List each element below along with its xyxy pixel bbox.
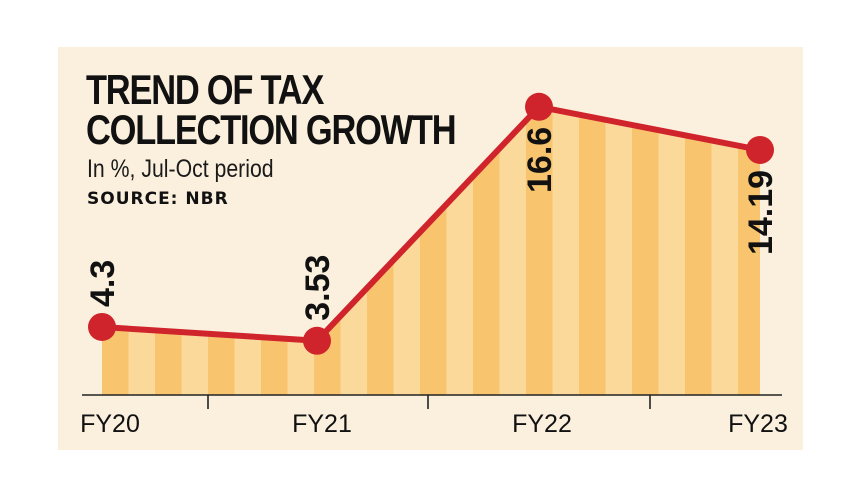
area-stripe [738,106,760,395]
marker-fy22 [525,92,553,121]
area-stripe [579,106,606,395]
area-stripe [473,106,500,395]
chart-title-line-1: TREND OF TAX [86,66,324,113]
x-axis-ticks [207,395,651,409]
marker-fy21 [303,326,331,355]
category-label-fy22: FY22 [512,410,572,438]
marker-fy23 [746,135,774,164]
marker-fy20 [88,312,116,341]
area-stripe [632,106,659,395]
category-label-fy23: FY23 [728,410,788,438]
value-label-fy23: 14.19 [742,170,780,255]
area-stripe [552,106,580,395]
chart-subtitle: In %, Jul-Oct period [87,155,274,183]
chart-title: TREND OF TAX COLLECTION GROWTH [86,69,457,153]
area-stripe [526,106,553,395]
area-stripe [658,106,686,395]
value-labels: 4.3 3.53 16.6 14.19 [84,127,780,321]
area-stripe [711,106,739,395]
value-label-fy21: 3.53 [299,255,337,321]
area-stripe [605,106,633,395]
value-label-fy22: 16.6 [521,127,559,193]
markers [88,92,774,355]
category-labels: FY20 FY21 FY22 FY23 [80,410,788,438]
category-label-fy21: FY21 [292,410,352,438]
chart-source: SOURCE: NBR [87,189,229,209]
area-stripe [685,106,712,395]
value-label-fy20: 4.3 [84,260,122,307]
series-line [99,103,763,344]
chart-title-line-2: COLLECTION GROWTH [86,106,457,153]
area-stripe [499,106,527,395]
category-label-fy20: FY20 [80,410,140,438]
